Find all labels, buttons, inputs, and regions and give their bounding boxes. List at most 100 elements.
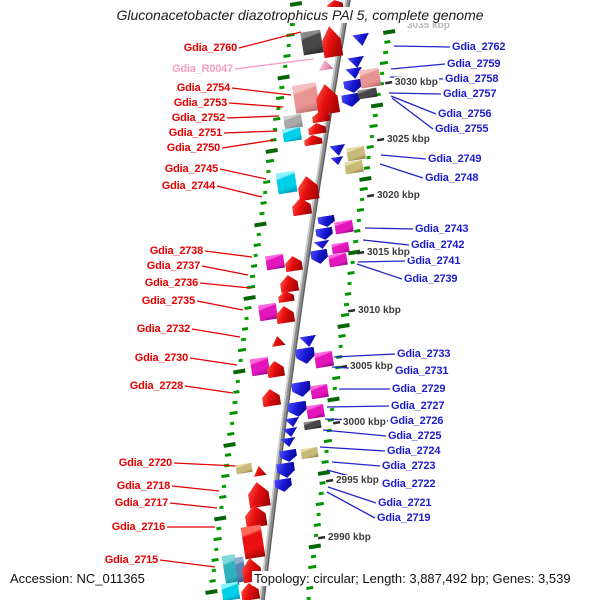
gene-label-right[interactable]: Gdia_2725 bbox=[388, 430, 442, 442]
gene-label-left[interactable]: Gdia_2745 bbox=[164, 163, 218, 175]
gene-label-right[interactable]: Gdia_2724 bbox=[387, 445, 441, 457]
gene-label-left[interactable]: Gdia_2717 bbox=[114, 497, 168, 509]
gene-label-right[interactable]: Gdia_2758 bbox=[445, 73, 499, 85]
gene-label-left[interactable]: Gdia_2720 bbox=[118, 457, 172, 469]
gene-label-right[interactable]: Gdia_2723 bbox=[382, 460, 436, 472]
gene-label-left[interactable]: Gdia_2751 bbox=[168, 127, 222, 139]
gene-label-left[interactable]: Gdia_2715 bbox=[104, 554, 158, 566]
ruler-dash-right bbox=[324, 449, 329, 454]
gene-label-left[interactable]: Gdia_2736 bbox=[144, 277, 198, 289]
gene-glyph[interactable] bbox=[275, 170, 298, 195]
gene-glyph[interactable] bbox=[282, 126, 302, 143]
ruler-dash-left bbox=[289, 1, 303, 7]
scale-label: 3020 kbp bbox=[376, 190, 421, 201]
gene-label-right[interactable]: Gdia_2726 bbox=[390, 415, 444, 427]
ruler-dash-left bbox=[211, 557, 219, 563]
ruler-dash-right bbox=[379, 71, 385, 76]
scale-tick bbox=[347, 308, 356, 313]
gene-glyph[interactable] bbox=[313, 350, 335, 369]
gene-label-left[interactable]: Gdia_2744 bbox=[161, 180, 215, 192]
gene-glyph[interactable] bbox=[249, 356, 271, 377]
accession-text: Accession: NC_011365 bbox=[8, 571, 147, 586]
gene-glyph[interactable] bbox=[358, 67, 382, 89]
gene-label-right[interactable]: Gdia_2722 bbox=[382, 478, 436, 490]
ruler-dash-right bbox=[372, 113, 378, 118]
callout-line-right bbox=[319, 446, 386, 452]
gene-label-left[interactable]: Gdia_2750 bbox=[166, 142, 220, 154]
ruler-dash-left bbox=[250, 264, 258, 268]
gene-glyph[interactable] bbox=[265, 253, 285, 271]
ruler-dash-right bbox=[366, 144, 374, 150]
gene-label-right[interactable]: Gdia_2755 bbox=[435, 123, 489, 135]
ruler-dash-left bbox=[229, 410, 238, 416]
gene-label-left[interactable]: Gdia_2732 bbox=[136, 323, 190, 335]
scale-label: 3030 kbp bbox=[394, 77, 439, 88]
ruler-dash-right bbox=[310, 554, 317, 559]
gene-glyph[interactable] bbox=[257, 302, 279, 322]
callout-line-right bbox=[326, 491, 376, 519]
gene-label-right[interactable]: Gdia_2756 bbox=[438, 108, 492, 120]
ruler-dash-right bbox=[359, 197, 365, 202]
ruler-dash-left bbox=[254, 221, 267, 228]
callout-line-right bbox=[388, 92, 442, 95]
gene-label-right[interactable]: Gdia_2757 bbox=[443, 88, 497, 100]
ruler-dash-left bbox=[235, 379, 240, 384]
ruler-dash-right bbox=[337, 323, 350, 329]
gene-label-left[interactable]: Gdia_2735 bbox=[141, 295, 195, 307]
gene-label-left[interactable]: Gdia_2718 bbox=[116, 480, 170, 492]
gene-label-right[interactable]: Gdia_2743 bbox=[415, 223, 469, 235]
scale-tick bbox=[332, 420, 341, 425]
ruler-dash-right bbox=[369, 134, 375, 139]
ruler-dash-right bbox=[359, 186, 368, 192]
gene-label-right[interactable]: Gdia_2739 bbox=[404, 273, 458, 285]
gene-label-right[interactable]: Gdia_2731 bbox=[395, 365, 449, 377]
gene-glyph[interactable] bbox=[346, 145, 366, 162]
gene-label-left[interactable]: Gdia_2752 bbox=[171, 112, 225, 124]
ruler-dash-right bbox=[318, 491, 324, 496]
gene-label-left[interactable]: Gdia_2730 bbox=[134, 352, 188, 364]
ruler-dash-left bbox=[244, 305, 252, 311]
ruler-dash-left bbox=[253, 242, 261, 248]
gene-glyph[interactable] bbox=[306, 403, 325, 420]
gene-label-left[interactable]: Gdia_2737 bbox=[146, 260, 200, 272]
callout-line-right bbox=[393, 45, 451, 48]
gene-label-right[interactable]: Gdia_2749 bbox=[428, 153, 482, 165]
ruler-dash-left bbox=[205, 589, 218, 595]
gene-label-right[interactable]: Gdia_2759 bbox=[447, 58, 501, 70]
gene-label-right[interactable]: Gdia_2719 bbox=[377, 512, 431, 524]
ruler-dash-right bbox=[315, 501, 325, 507]
ruler-dash-right bbox=[353, 239, 359, 244]
gene-label-right[interactable]: Gdia_2727 bbox=[391, 400, 445, 412]
gene-label-left[interactable]: Gdia_2738 bbox=[149, 245, 203, 257]
gene-label-left[interactable]: Gdia_2753 bbox=[173, 97, 227, 109]
callout-line-right bbox=[380, 154, 427, 160]
gene-label-right[interactable]: Gdia_2721 bbox=[378, 497, 432, 509]
gene-glyph[interactable] bbox=[310, 383, 329, 400]
ruler-dash-left bbox=[213, 536, 222, 542]
gene-label-right[interactable]: Gdia_2729 bbox=[392, 383, 446, 395]
ruler-dash-left bbox=[259, 211, 265, 216]
gene-label-right[interactable]: Gdia_2762 bbox=[452, 41, 506, 53]
callout-line-left bbox=[234, 58, 314, 70]
gene-label-right[interactable]: Gdia_2748 bbox=[425, 172, 479, 184]
gene-glyph[interactable] bbox=[291, 82, 321, 114]
gene-label-left[interactable]: Gdia_2728 bbox=[129, 380, 183, 392]
gene-label-left[interactable]: Gdia_2760 bbox=[183, 42, 237, 54]
callout-line-left bbox=[204, 250, 253, 258]
ruler-dash-right bbox=[317, 470, 331, 476]
ruler-dash-right bbox=[306, 596, 311, 600]
gene-label-right[interactable]: Gdia_2742 bbox=[411, 239, 465, 251]
ruler-dash-right bbox=[340, 312, 350, 318]
callout-line-left bbox=[159, 559, 216, 568]
gene-glyph[interactable] bbox=[300, 29, 324, 56]
gene-label-right[interactable]: Gdia_2741 bbox=[407, 255, 461, 267]
ruler-dash-left bbox=[266, 169, 271, 174]
ruler-dash-left bbox=[232, 400, 238, 405]
gene-label-left[interactable]: Gdia_2716 bbox=[111, 521, 165, 533]
gene-label-right[interactable]: Gdia_2733 bbox=[397, 348, 451, 360]
gene-label-left[interactable]: Gdia_R0047 bbox=[172, 63, 233, 75]
gene-label-left[interactable]: Gdia_2754 bbox=[176, 82, 230, 94]
scale-label: 3035 kbp bbox=[406, 20, 451, 31]
gene-glyph[interactable] bbox=[220, 581, 241, 600]
